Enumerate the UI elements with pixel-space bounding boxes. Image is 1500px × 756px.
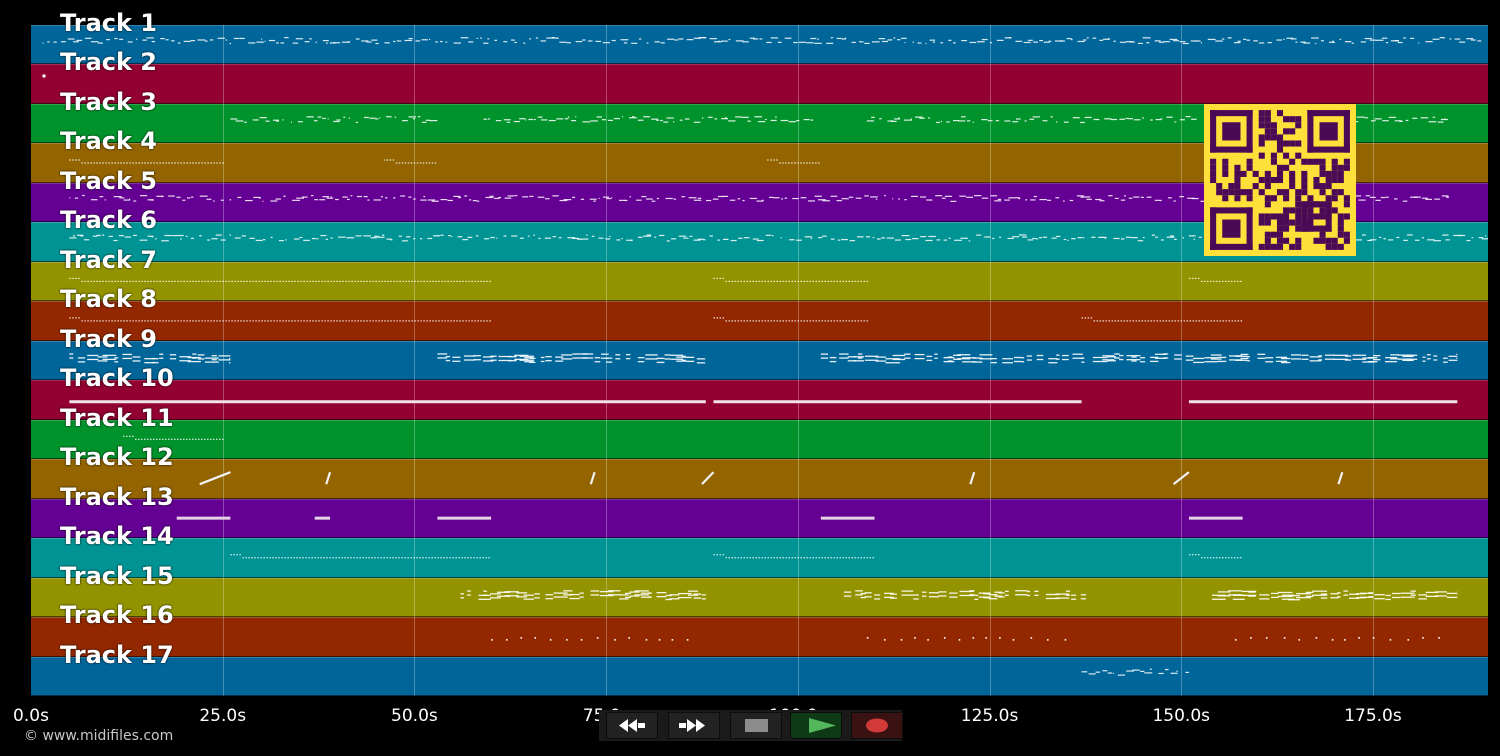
record-button[interactable] <box>851 712 903 739</box>
time-tick-label: 50.0s <box>391 706 438 726</box>
note-segment <box>42 74 46 78</box>
track-label: Track 2 <box>60 48 158 77</box>
record-icon <box>866 718 888 733</box>
note-segment <box>843 590 1087 601</box>
track-label: Track 10 <box>60 364 174 393</box>
note-segment <box>589 471 596 485</box>
track-label: Track 12 <box>60 443 174 472</box>
note-segment <box>199 471 231 486</box>
play-button[interactable] <box>790 712 842 739</box>
gridline <box>1181 25 1183 696</box>
note-segment <box>314 516 331 520</box>
track-label: Track 3 <box>60 87 158 116</box>
track-lane-11[interactable] <box>31 419 1488 460</box>
stop-icon <box>745 719 768 732</box>
gridline <box>1372 25 1374 696</box>
note-segment <box>820 516 875 520</box>
gridline <box>797 25 799 696</box>
note-segment <box>437 516 492 520</box>
time-tick-label: 0.0s <box>13 706 49 726</box>
track-label: Track 1 <box>60 9 158 37</box>
track-label: Track 13 <box>60 482 174 511</box>
rewind-icon <box>619 719 645 732</box>
note-segment <box>701 471 715 485</box>
track-label: Track 7 <box>60 245 158 274</box>
track-lane-1[interactable] <box>31 25 1488 65</box>
note-segment <box>176 516 231 520</box>
note-segment <box>1234 637 1440 641</box>
track-label: Track 9 <box>60 324 158 353</box>
time-tick-label: 125.0s <box>960 706 1019 726</box>
track-lane-10[interactable] <box>31 380 1488 420</box>
note-segment <box>1188 277 1242 283</box>
note-segment <box>969 471 976 485</box>
note-segment <box>820 353 1458 364</box>
time-tick-label: 175.0s <box>1344 706 1402 726</box>
gridline <box>606 25 608 696</box>
track-label: Track 17 <box>60 640 174 669</box>
track-lane-9[interactable] <box>31 340 1488 381</box>
note-segment <box>866 115 1197 124</box>
track-label: Track 6 <box>60 206 158 235</box>
note-segment <box>230 554 490 559</box>
gridline <box>989 25 991 696</box>
track-label: Track 5 <box>60 166 158 195</box>
track-lane-13[interactable] <box>31 498 1488 539</box>
stop-button[interactable] <box>730 712 782 739</box>
note-segment <box>767 159 820 164</box>
track-label: Track 15 <box>60 561 174 590</box>
track-label: Track 8 <box>60 285 158 314</box>
note-segment <box>69 400 706 404</box>
note-segment <box>713 277 868 283</box>
note-segment <box>1188 554 1242 559</box>
note-segment <box>437 353 706 364</box>
note-segment <box>69 277 491 283</box>
note-segment <box>230 116 438 123</box>
track-lane-12[interactable] <box>31 459 1488 499</box>
track-lane-15[interactable] <box>31 577 1488 618</box>
note-segment <box>42 37 1482 45</box>
note-segment <box>383 159 437 164</box>
note-segment <box>1188 400 1458 404</box>
transport-bar <box>599 710 903 741</box>
note-segment <box>491 637 689 641</box>
track-label: Track 4 <box>60 127 158 156</box>
rewind-button[interactable] <box>606 712 658 739</box>
note-segment <box>483 116 814 123</box>
note-layer <box>42 37 1488 676</box>
note-segment <box>1188 516 1243 520</box>
note-segment <box>1081 317 1243 322</box>
track-label: Track 11 <box>60 403 174 432</box>
note-segment <box>69 353 231 364</box>
note-segment <box>123 435 224 440</box>
play-icon <box>809 718 836 733</box>
gridline <box>414 25 416 696</box>
track-label: Track 14 <box>60 522 174 551</box>
note-segment <box>713 400 1082 404</box>
note-segment <box>69 159 224 164</box>
track-lane-17[interactable] <box>31 656 1488 696</box>
note-segment <box>713 317 868 322</box>
fast-forward-icon <box>679 719 705 732</box>
note-segment <box>460 590 706 601</box>
note-segment <box>1172 471 1190 486</box>
note-segment <box>69 317 491 322</box>
time-tick-label: 25.0s <box>199 706 247 726</box>
note-segment <box>1081 668 1189 676</box>
track-label: Track 16 <box>60 601 174 630</box>
qr-code-icon <box>1204 104 1356 256</box>
note-segment <box>1337 471 1344 485</box>
copyright-text: © www.midifiles.com <box>24 728 174 744</box>
note-segment <box>325 471 332 485</box>
track-lane-16[interactable] <box>31 617 1488 657</box>
time-tick-label: 150.0s <box>1152 706 1211 726</box>
note-segment <box>713 554 874 559</box>
note-segment <box>1211 590 1458 601</box>
track-lane-2[interactable] <box>31 64 1488 104</box>
note-segment <box>866 637 1067 641</box>
fast-forward-button[interactable] <box>668 712 720 739</box>
